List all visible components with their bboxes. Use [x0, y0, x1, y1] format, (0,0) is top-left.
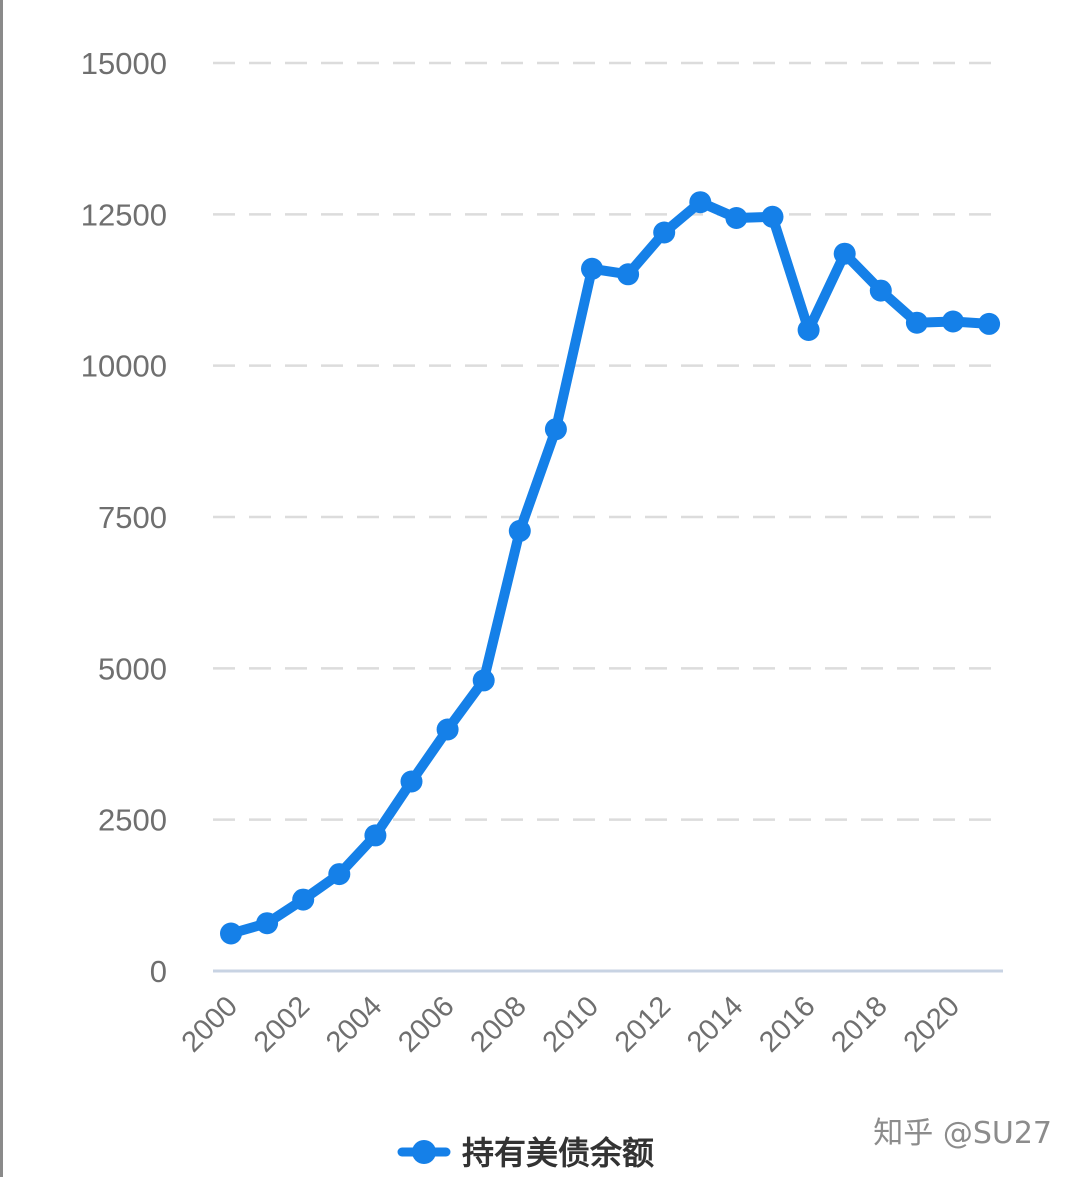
data-point-2019[interactable] [905, 311, 928, 334]
x-tick-label: 2016 [753, 990, 821, 1058]
y-axis-ticks: 0 2500 5000 7500 10000 12500 15000 [81, 46, 167, 989]
x-tick-label: 2002 [248, 990, 316, 1058]
y-tick-label: 5000 [98, 651, 167, 686]
grid-lines [213, 61, 1003, 821]
y-tick-label: 15000 [81, 46, 167, 81]
data-point-2000[interactable] [220, 922, 242, 945]
data-point-2013[interactable] [689, 191, 712, 214]
data-point-2002[interactable] [292, 888, 315, 911]
series-group [220, 191, 1001, 945]
x-tick-label: 2004 [320, 990, 388, 1058]
x-tick-label: 2006 [392, 990, 460, 1058]
data-point-2020[interactable] [942, 310, 964, 333]
x-tick-label: 2020 [898, 990, 966, 1058]
x-tick-label: 2008 [465, 990, 533, 1058]
watermark: 知乎 @SU27 [873, 1116, 1052, 1151]
x-tick-label: 2000 [176, 990, 244, 1058]
x-tick-label: 2018 [826, 990, 894, 1058]
data-point-2015[interactable] [761, 205, 784, 228]
data-point-2014[interactable] [725, 207, 748, 229]
y-tick-label: 10000 [81, 349, 167, 384]
y-tick-label: 2500 [98, 803, 167, 838]
x-tick-label: 2012 [609, 990, 677, 1058]
data-point-2001[interactable] [256, 912, 279, 935]
data-point-2016[interactable] [797, 319, 820, 341]
legend[interactable]: 持有美债余额 [397, 1134, 654, 1172]
data-point-2010[interactable] [581, 257, 603, 280]
legend-label: 持有美债余额 [462, 1134, 654, 1172]
data-point-2006[interactable] [436, 718, 459, 741]
data-point-2008[interactable] [508, 519, 531, 542]
data-point-2005[interactable] [400, 770, 423, 793]
legend-marker-dot [412, 1140, 436, 1164]
data-point-2003[interactable] [328, 863, 351, 886]
x-tick-label: 2010 [537, 990, 605, 1058]
x-tick-label: 2014 [681, 990, 749, 1058]
left-border [0, 0, 3, 1177]
data-point-2017[interactable] [833, 242, 856, 265]
data-point-2018[interactable] [869, 279, 892, 302]
data-point-2009[interactable] [544, 418, 567, 441]
data-point-2004[interactable] [364, 824, 387, 847]
x-axis-ticks: 2000 2002 2004 2006 2008 2010 2012 2014 2016 2018… [176, 990, 966, 1058]
data-point-2007[interactable] [472, 669, 495, 692]
data-point-2012[interactable] [653, 221, 676, 244]
series-line [226, 197, 995, 939]
y-tick-label: 7500 [98, 500, 167, 535]
data-point-2011[interactable] [617, 263, 640, 286]
data-point-2021[interactable] [978, 312, 1001, 335]
y-tick-label: 12500 [81, 197, 167, 232]
y-tick-label: 0 [150, 954, 167, 989]
